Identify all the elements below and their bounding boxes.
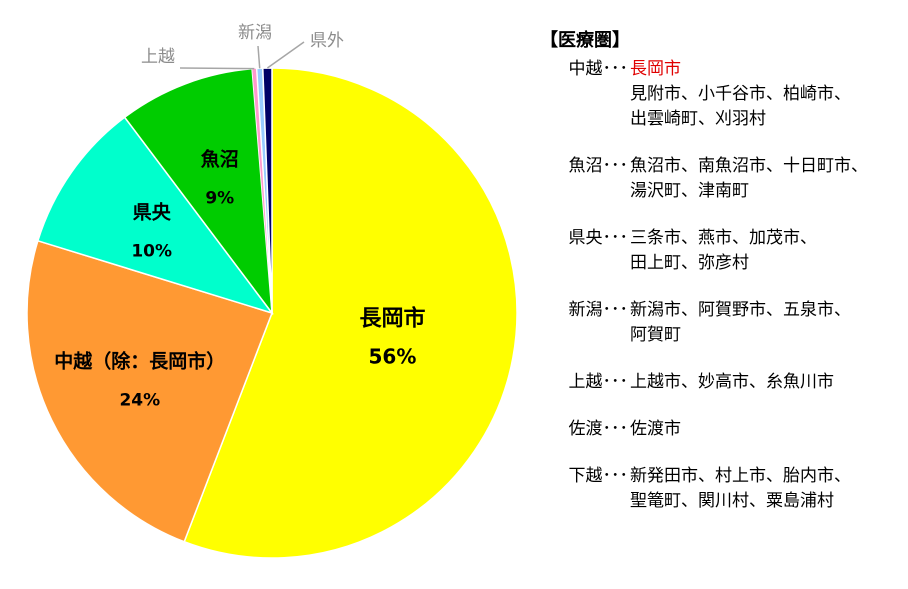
legend-row: 聖篭町、関川村、粟島浦村 (540, 489, 900, 514)
slice-label: 県央 (133, 201, 172, 224)
legend-region: 佐渡･･･ (568, 419, 629, 439)
slice-label: 魚沼 (201, 148, 239, 171)
legend-region: 魚沼･･･ (568, 156, 629, 176)
slice-label: 新潟 (238, 23, 272, 43)
legend-indent (540, 82, 630, 107)
legend-region: 県央･･･ (568, 228, 629, 248)
legend-row: 佐渡･･･ 佐渡市 (540, 417, 900, 442)
pie-chart: 長岡市 56% 中越（除：長岡市） 24% 県央 10% 魚沼 9% 上越 新潟 県外 (26, 23, 518, 559)
legend-title: 【医療圏】 (540, 30, 630, 51)
legend-members: 佐渡市 (630, 419, 681, 439)
legend-row: 田上町、弥彦村 (540, 251, 900, 276)
legend-region: 新潟･･･ (568, 300, 629, 320)
legend-row: 湯沢町、津南町 (540, 179, 900, 204)
slice-value-label: 9% (205, 189, 234, 209)
legend-members: 新発田市、村上市、胎内市、 (630, 466, 851, 486)
leader-line (257, 45, 261, 69)
legend-members: 出雲崎町、刈羽村 (630, 109, 766, 129)
legend-row: 中越･･･ 長岡市 (540, 57, 900, 82)
legend-group: 下越･･･ 新発田市、村上市、胎内市、 聖篭町、関川村、粟島浦村 (540, 464, 900, 514)
legend-members: 魚沼市、南魚沼市、十日町市、 (630, 156, 868, 176)
legend-row: 上越･･･ 上越市、妙高市、糸魚川市 (540, 370, 900, 395)
legend-indent (540, 179, 630, 204)
legend-members: 上越市、妙高市、糸魚川市 (630, 372, 834, 392)
legend-row: 出雲崎町、刈羽村 (540, 107, 900, 132)
legend-row: 新潟･･･ 新潟市、阿賀野市、五泉市、 (540, 298, 900, 323)
legend-indent (540, 489, 630, 514)
legend-row: 見附市、小千谷市、柏崎市、 (540, 82, 900, 107)
legend-members: 見附市、小千谷市、柏崎市、 (630, 84, 851, 104)
legend-group: 新潟･･･ 新潟市、阿賀野市、五泉市、 阿賀町 (540, 298, 900, 348)
legend-groups: 中越･･･ 長岡市 見附市、小千谷市、柏崎市、 出雲崎町、刈羽村 魚沼･･･ 魚沼市、南魚… (540, 57, 900, 514)
legend-members: 三条市、燕市、加茂市、 (630, 228, 817, 248)
legend-row: 阿賀町 (540, 323, 900, 348)
legend: 【医療圏】 中越･･･ 長岡市 見附市、小千谷市、柏崎市、 出雲崎町、刈羽村 魚沼･･･… (540, 28, 900, 536)
pie-slice (183, 67, 518, 559)
legend-members: 湯沢町、津南町 (630, 181, 749, 201)
slice-label: 上越 (141, 47, 175, 67)
legend-group: 魚沼･･･ 魚沼市、南魚沼市、十日町市、 湯沢町、津南町 (540, 154, 900, 204)
legend-indent (540, 107, 630, 132)
legend-group: 上越･･･ 上越市、妙高市、糸魚川市 (540, 370, 900, 395)
legend-region: 下越･･･ (568, 466, 629, 486)
pie-slice (26, 239, 273, 543)
legend-group: 中越･･･ 長岡市 見附市、小千谷市、柏崎市、 出雲崎町、刈羽村 (540, 57, 900, 132)
slice-label: 県外 (310, 31, 344, 51)
legend-group: 県央･･･ 三条市、燕市、加茂市、 田上町、弥彦村 (540, 226, 900, 276)
legend-highlight: 長岡市 (630, 59, 681, 79)
slice-value-label: 10% (131, 242, 172, 262)
leader-line (179, 67, 255, 70)
legend-members: 田上町、弥彦村 (630, 253, 749, 273)
legend-region: 中越･･･ (568, 59, 629, 79)
slice-label: 長岡市 (359, 305, 425, 331)
legend-indent (540, 323, 630, 348)
legend-members: 新潟市、阿賀野市、五泉市、 (630, 300, 851, 320)
legend-region: 上越･･･ (568, 372, 629, 392)
legend-row: 魚沼･･･ 魚沼市、南魚沼市、十日町市、 (540, 154, 900, 179)
legend-members: 阿賀町 (630, 325, 681, 345)
slice-label: 中越（除：長岡市） (54, 349, 225, 372)
pie-slice (123, 68, 273, 316)
legend-indent (540, 251, 630, 276)
legend-row: 県央･･･ 三条市、燕市、加茂市、 (540, 226, 900, 251)
legend-group: 佐渡･･･ 佐渡市 (540, 417, 900, 442)
slice-value-label: 56% (369, 344, 417, 368)
legend-members: 聖篭町、関川村、粟島浦村 (630, 491, 834, 511)
leader-line (266, 41, 305, 69)
pie-slice (36, 116, 274, 315)
legend-row: 下越･･･ 新発田市、村上市、胎内市、 (540, 464, 900, 489)
slice-value-label: 24% (119, 390, 160, 410)
